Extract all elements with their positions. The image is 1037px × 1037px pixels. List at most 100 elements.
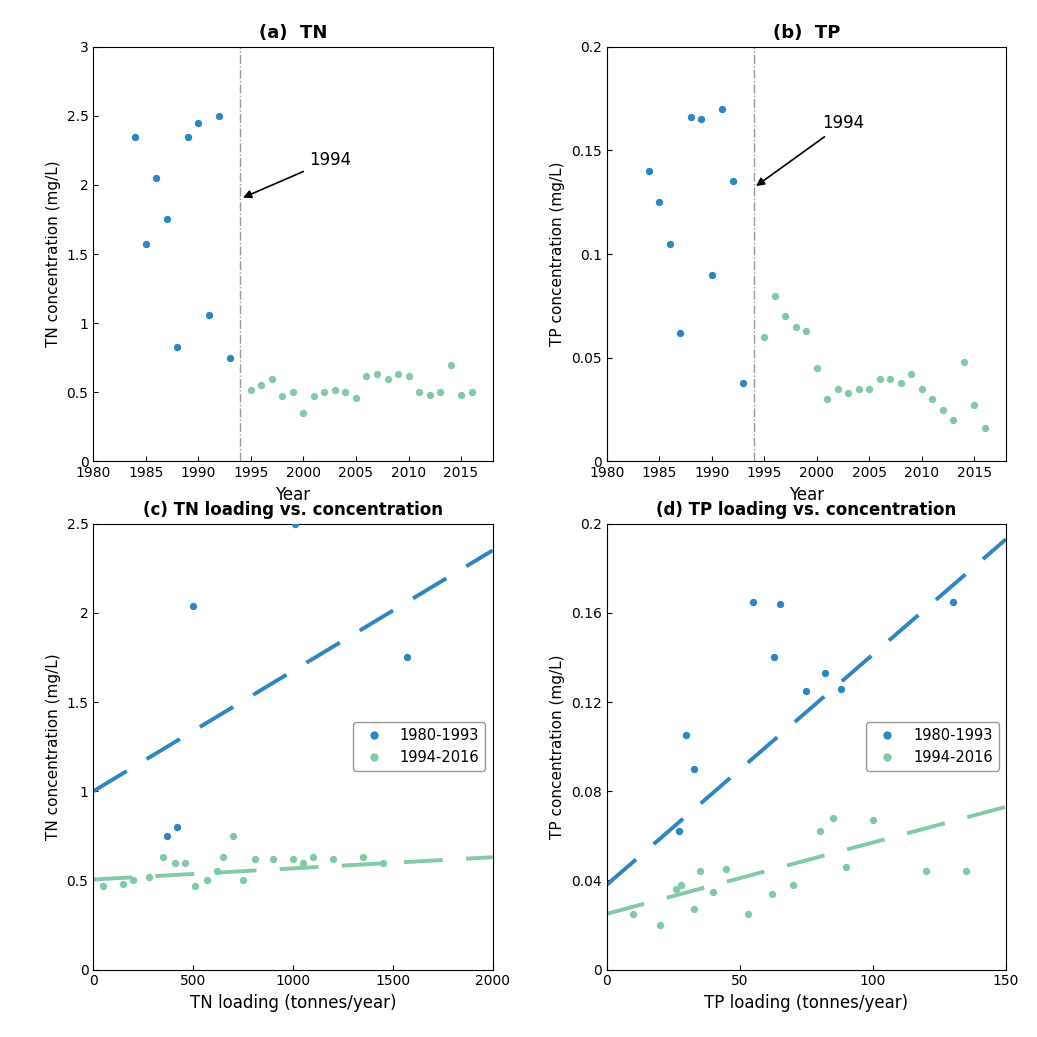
Point <box>785 876 802 893</box>
Point <box>914 381 930 397</box>
Point <box>208 863 225 879</box>
Point <box>686 761 703 778</box>
Point <box>148 170 165 187</box>
Point <box>838 859 854 875</box>
X-axis label: TP loading (tonnes/year): TP loading (tonnes/year) <box>704 994 908 1012</box>
Point <box>263 370 280 387</box>
Point <box>651 917 668 933</box>
Point <box>772 595 788 612</box>
Y-axis label: TN concentration (mg/L): TN concentration (mg/L) <box>46 653 61 840</box>
Point <box>169 338 186 355</box>
Point <box>735 374 752 391</box>
Point <box>225 828 242 844</box>
Point <box>830 381 846 397</box>
Point <box>934 401 951 418</box>
Point <box>234 872 251 889</box>
Point <box>692 863 708 879</box>
Point <box>977 420 993 437</box>
Point <box>390 366 407 383</box>
Point <box>673 876 690 893</box>
Point <box>222 349 239 366</box>
Point <box>264 850 281 867</box>
Point <box>380 370 396 387</box>
Point <box>453 387 470 403</box>
Point <box>284 384 301 400</box>
Point <box>200 307 217 324</box>
Point <box>327 382 343 398</box>
Point <box>850 381 867 397</box>
Point <box>668 881 684 898</box>
Point <box>138 236 155 253</box>
Point <box>903 366 920 383</box>
Point <box>798 682 815 699</box>
Point <box>725 173 741 190</box>
Point <box>179 129 196 145</box>
Point <box>625 905 642 922</box>
Point <box>398 649 415 666</box>
Point <box>199 872 216 889</box>
Point <box>215 849 231 866</box>
Point <box>924 391 941 408</box>
Point <box>337 384 354 400</box>
Point <box>756 329 773 345</box>
Point <box>824 810 841 826</box>
X-axis label: TN loading (tonnes/year): TN loading (tonnes/year) <box>190 994 396 1012</box>
Point <box>421 387 438 403</box>
Point <box>833 680 849 697</box>
Point <box>871 370 888 387</box>
X-axis label: Year: Year <box>276 486 310 504</box>
Point <box>739 905 756 922</box>
Point <box>115 875 132 892</box>
Point <box>464 384 480 400</box>
Point <box>797 323 814 339</box>
Point <box>787 318 804 335</box>
Point <box>955 354 972 370</box>
Point <box>316 384 333 400</box>
Point <box>141 869 158 886</box>
Point <box>274 388 290 404</box>
Y-axis label: TP concentration (mg/L): TP concentration (mg/L) <box>551 654 565 839</box>
Point <box>966 397 983 414</box>
Point <box>816 665 833 681</box>
Point <box>703 267 720 283</box>
Point <box>306 388 323 404</box>
Point <box>169 818 186 835</box>
Point <box>347 390 364 407</box>
Point <box>682 109 699 125</box>
Point <box>159 212 175 228</box>
Point <box>185 597 201 614</box>
Point <box>400 367 417 384</box>
Point <box>811 823 828 840</box>
Point <box>672 325 689 341</box>
Point <box>882 370 899 387</box>
Point <box>651 194 668 211</box>
Point <box>187 877 203 894</box>
Text: 1994: 1994 <box>245 151 351 197</box>
Title: (a)  TN: (a) TN <box>259 24 327 43</box>
Point <box>893 374 909 391</box>
Point <box>670 823 686 840</box>
Point <box>431 384 448 400</box>
Point <box>369 366 386 383</box>
Point <box>662 235 678 252</box>
Point <box>286 515 303 532</box>
Point <box>284 850 301 867</box>
Title: (d) TP loading vs. concentration: (d) TP loading vs. concentration <box>656 501 956 520</box>
Point <box>840 385 857 401</box>
Point <box>374 854 391 871</box>
Title: (b)  TP: (b) TP <box>773 24 840 43</box>
Point <box>411 384 427 400</box>
Point <box>763 886 780 902</box>
Point <box>128 129 144 145</box>
Point <box>693 111 709 128</box>
Point <box>95 877 112 894</box>
Point <box>124 872 141 889</box>
Point <box>295 854 311 871</box>
Point <box>325 850 341 867</box>
Point <box>865 812 881 829</box>
Point <box>945 593 961 610</box>
Point <box>358 367 374 384</box>
Y-axis label: TN concentration (mg/L): TN concentration (mg/L) <box>46 161 61 347</box>
Point <box>167 854 184 871</box>
Point <box>809 360 825 376</box>
